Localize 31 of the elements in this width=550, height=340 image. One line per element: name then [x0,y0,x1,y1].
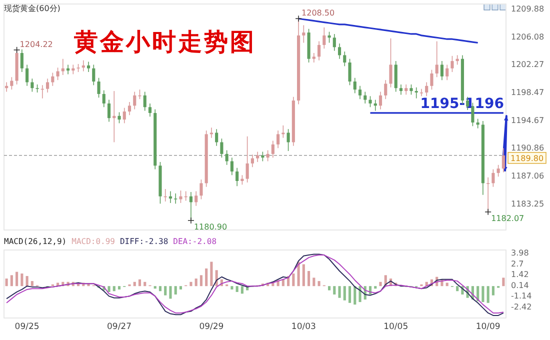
x-tick-label: 09/25 [14,322,40,332]
y-tick-label: 1206.08 [511,32,544,42]
x-tick-label: 10/05 [384,322,408,332]
text: DEA:-2.08 [173,237,217,246]
ref-line-label: 1189.80 [510,154,544,163]
text: DIFF:-2.38 [120,237,168,246]
y-tick-label: 1194.67 [511,116,544,125]
text: 黄金小时走势图 [73,27,256,56]
text: MACD:0.99 [72,237,116,246]
chart-title: MACD(26,12,9) [4,237,67,246]
annotation: 1182.07 [491,214,524,223]
x-tick-label: 09/27 [107,322,132,332]
y-tick-label: 2.7 [511,259,524,268]
x-tick-label: 10/09 [476,322,500,332]
annotation: 1208.50 [302,8,335,18]
y-tick-label: 1.42 [511,270,529,280]
y-tick-label: -2.42 [511,302,532,312]
x-tick-label: 09/29 [199,322,224,332]
y-tick-label: 1190.86 [511,144,544,153]
y-tick-label: 1187.06 [511,171,544,180]
annotation: 1180.90 [194,222,228,232]
y-tick-label: 0.14 [511,280,529,290]
y-tick-label: 1209.88 [511,4,544,14]
y-tick-label: 3.98 [511,248,529,258]
y-tick-label: 1202.27 [511,60,544,70]
chart-subtitle: 现货黄金(60分) [4,4,60,13]
y-tick-label: -1.14 [511,292,532,301]
y-tick-label: 1198.47 [511,88,544,97]
x-tick-label: 10/03 [291,322,316,332]
y-tick-label: 1183.25 [511,199,544,208]
annotation: 1204.22 [20,40,53,49]
